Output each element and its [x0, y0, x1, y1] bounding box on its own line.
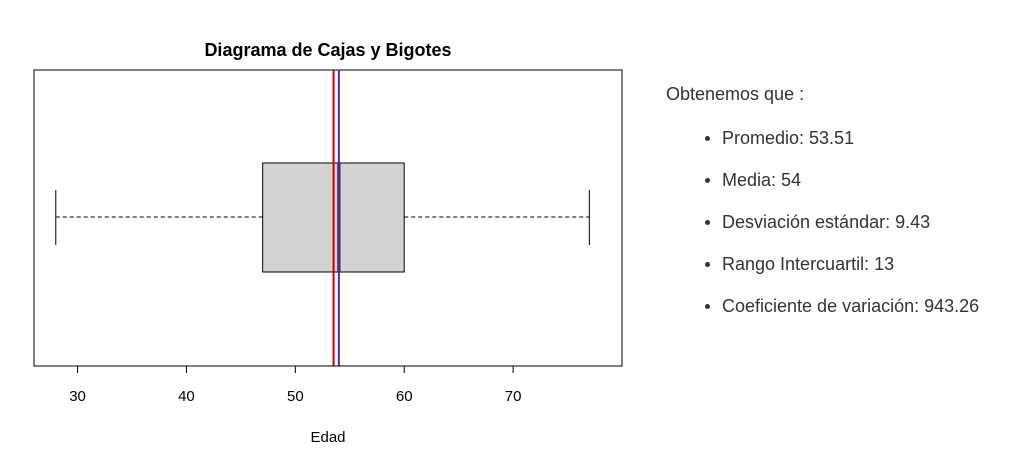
summary-intro: Obtenemos que :	[666, 84, 805, 104]
chart-marks	[55, 70, 590, 366]
x-tick-label: 30	[69, 388, 86, 405]
x-tick-label: 70	[505, 388, 522, 405]
x-tick-label: 50	[287, 388, 304, 405]
x-axis-label: Edad	[310, 429, 345, 446]
x-axis: 30 40 50 60 70	[69, 365, 522, 405]
stat-median: Media: 54	[666, 159, 1016, 201]
summary-panel: Obtenemos que : Promedio: 53.51 Media: 5…	[666, 84, 1016, 327]
chart-title: Diagrama de Cajas y Bigotes	[204, 40, 451, 60]
stat-mean: Promedio: 53.51	[666, 117, 1016, 159]
boxplot-chart: Diagrama de Cajas y Bigotes 30 40 50 60 70 E…	[33, 40, 623, 446]
stat-std-dev: Desviación estándar: 9.43	[666, 201, 1016, 243]
summary-list: Promedio: 53.51 Media: 54 Desviación est…	[666, 117, 1016, 327]
stat-iqr: Rango Intercuartil: 13	[666, 243, 1016, 285]
x-tick-label: 40	[178, 388, 195, 405]
stat-coef-variation: Coeficiente de variación: 943.26	[666, 285, 1016, 327]
x-tick-label: 60	[396, 388, 413, 405]
